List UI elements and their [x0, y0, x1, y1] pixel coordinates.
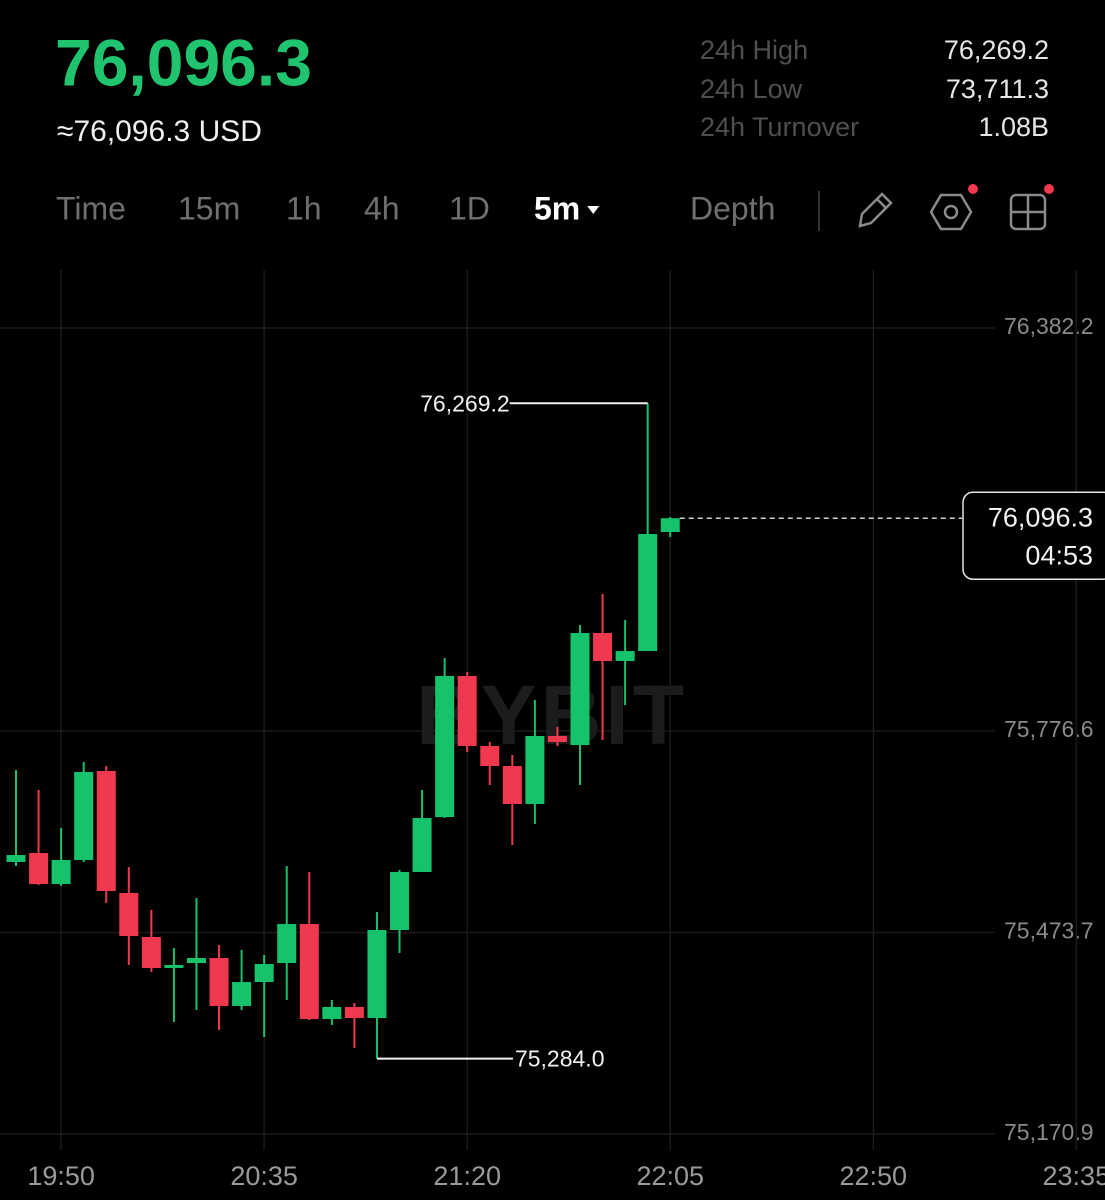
candle-body [480, 746, 500, 766]
candle-body [322, 1006, 342, 1020]
candle-body [74, 771, 94, 861]
chart: BYBIT 76,382.2 75,776.6 75,473.7 75,170.9 19:… [0, 270, 1105, 1191]
candle-body [525, 735, 545, 804]
tab[interactable]: 15m [178, 190, 240, 226]
candle-body [277, 924, 297, 963]
stat-label: 24h High [700, 35, 808, 65]
stat-value: 76,269.2 [944, 35, 1049, 65]
candle-body [367, 929, 387, 1019]
candle-body [186, 958, 206, 963]
indicator-icon[interactable] [929, 193, 973, 231]
candle-body [6, 855, 26, 863]
x-tick-label: 23:35 [1043, 1161, 1105, 1191]
x-tick-label: 21:20 [433, 1161, 501, 1191]
low-label: 75,284.0 [515, 1046, 605, 1072]
tab[interactable]: 4h [364, 190, 400, 226]
candle-body [435, 675, 455, 818]
candle-body [412, 818, 432, 872]
x-tick-label: 20:35 [230, 1161, 298, 1191]
stat-value: 1.08B [978, 112, 1049, 142]
candle-body [502, 765, 522, 804]
last-price-box [962, 491, 1105, 580]
x-tick-label: 19:50 [27, 1161, 95, 1191]
countdown: 04:53 [1025, 540, 1093, 570]
candle-body [141, 936, 161, 968]
candle-body [593, 632, 613, 662]
dropdown-arrow [587, 206, 600, 214]
candle-body [119, 893, 139, 936]
y-tick-label: 75,170.9 [1004, 1119, 1094, 1145]
candle-body [390, 871, 410, 930]
candle-body [570, 632, 590, 746]
candle-body [51, 860, 71, 885]
pencil-icon[interactable] [858, 192, 893, 228]
tab[interactable]: 5m [534, 190, 580, 226]
candle-body [660, 518, 680, 533]
tab[interactable]: Depth [690, 190, 775, 226]
y-tick-label: 76,382.2 [1004, 313, 1094, 339]
x-tick-label: 22:50 [839, 1161, 907, 1191]
layout-icon[interactable] [1009, 193, 1047, 231]
tab[interactable]: Time [56, 190, 126, 226]
candle-body [29, 853, 49, 885]
usd-price: ≈76,096.3 USD [57, 115, 262, 148]
candle-body [615, 651, 635, 662]
candle-body [96, 770, 116, 892]
high-label: 76,269.2 [420, 390, 510, 416]
candle-body [638, 533, 658, 652]
stat-label: 24h Low [700, 74, 803, 104]
candle-body [254, 963, 274, 983]
candle-body [344, 1006, 364, 1019]
stat-label: 24h Turnover [700, 112, 859, 142]
y-tick-label: 75,776.6 [1004, 716, 1094, 742]
tab[interactable]: 1D [449, 190, 490, 226]
tab[interactable]: 1h [286, 190, 322, 226]
candle-body [164, 964, 184, 968]
watermark: BYBIT [416, 668, 688, 762]
candle-body [457, 675, 477, 747]
last-price-label: 76,096.3 [988, 502, 1093, 532]
candle-body [232, 982, 252, 1006]
notification-dot [968, 184, 978, 194]
stat-value: 73,711.3 [946, 74, 1049, 104]
candle-body [209, 958, 229, 1006]
y-tick-label: 75,473.7 [1004, 918, 1094, 944]
notification-dot [1044, 184, 1054, 194]
tab-bar: Time 15m 1h 4h 1D 5m Depth [56, 190, 775, 226]
candle-body [547, 735, 567, 742]
x-tick-label: 22:05 [636, 1161, 704, 1191]
last-price: 76,096.3 [55, 25, 312, 99]
candle-body [299, 924, 319, 1020]
